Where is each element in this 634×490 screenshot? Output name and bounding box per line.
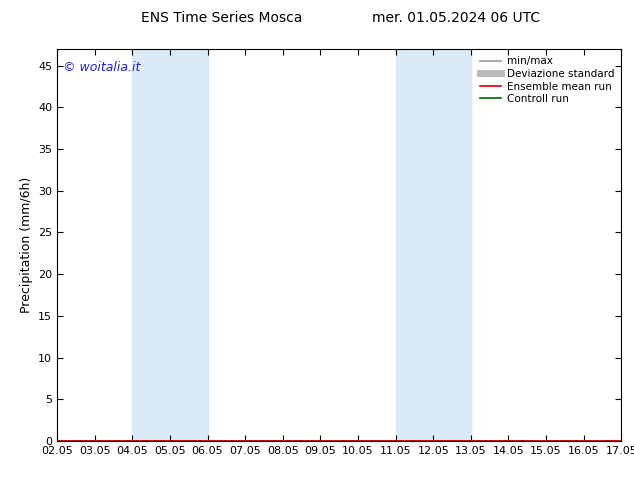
Text: mer. 01.05.2024 06 UTC: mer. 01.05.2024 06 UTC (372, 10, 541, 24)
Y-axis label: Precipitation (mm/6h): Precipitation (mm/6h) (20, 177, 32, 313)
Legend: min/max, Deviazione standard, Ensemble mean run, Controll run: min/max, Deviazione standard, Ensemble m… (479, 54, 616, 106)
Text: © woitalia.it: © woitalia.it (63, 61, 140, 74)
Text: ENS Time Series Mosca: ENS Time Series Mosca (141, 10, 302, 24)
Bar (133, 49, 207, 441)
Bar (396, 49, 471, 441)
